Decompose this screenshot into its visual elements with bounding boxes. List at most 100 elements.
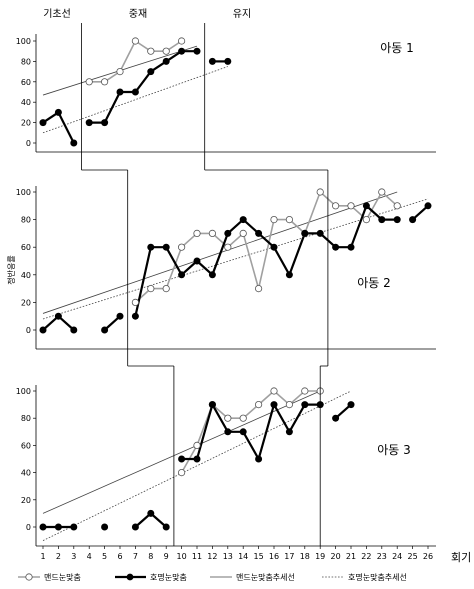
mand-point	[162, 284, 170, 293]
legend: 맨드눈맞춤 호명눈맞춤 맨드눈맞춤추세선 호명눈맞춤추세선	[18, 572, 407, 582]
call-point	[147, 243, 155, 251]
call-point	[131, 88, 139, 96]
y-tick-label: 100	[16, 188, 31, 197]
call-point	[54, 523, 62, 531]
child-label: 아동 3	[377, 443, 411, 457]
x-tick-label: 10	[177, 552, 187, 561]
legend-call-trend-label: 호명눈맞춤추세선	[348, 572, 407, 582]
child-label: 아동 1	[380, 41, 414, 55]
y-tick-label: 40	[21, 469, 31, 478]
y-tick-label: 0	[26, 326, 31, 335]
x-tick-label: 26	[423, 552, 433, 561]
x-tick-label: 13	[223, 552, 233, 561]
x-tick-label: 25	[408, 552, 418, 561]
legend-call-label: 호명눈맞춤	[150, 572, 187, 582]
call-point	[332, 414, 340, 422]
call-point	[116, 312, 124, 320]
panel-child-2: 0 20 40 60 80 100 아동 2	[16, 186, 436, 350]
panel-child-1: 0 20 40 60 80 100 아동 1	[16, 34, 436, 153]
call-point	[255, 455, 263, 463]
x-tick-label: 9	[164, 552, 169, 561]
mand-point	[301, 387, 309, 395]
call-point	[162, 57, 170, 65]
legend-call-marker	[126, 573, 134, 581]
mand-point	[116, 68, 124, 76]
x-tick-label: 7	[133, 552, 138, 561]
call-point	[316, 229, 324, 237]
mand-point	[316, 188, 324, 196]
child-label: 아동 2	[357, 276, 391, 290]
call-series-line	[89, 50, 197, 124]
phase-label-maintenance: 유지	[233, 8, 251, 20]
x-tick-label: 8	[148, 552, 153, 561]
call-series-line	[134, 203, 398, 317]
call-point	[193, 257, 201, 265]
y-tick-label: 80	[21, 57, 31, 66]
call-point	[270, 401, 278, 409]
y-tick-label: 40	[21, 98, 31, 107]
call-point	[193, 47, 201, 55]
mand-point	[270, 387, 278, 395]
y-tick-label: 80	[21, 216, 31, 225]
call-series-line	[42, 110, 75, 144]
mand-point	[239, 229, 247, 237]
y-tick-label: 40	[21, 271, 31, 280]
call-point	[193, 455, 201, 463]
mand-point	[208, 229, 216, 237]
mand-point	[178, 37, 186, 45]
panels: 0 20 40 60 80 100 아동 1 0 20 40 60 80 100 아동 2 0 20 40 60 8…	[16, 34, 436, 547]
call-point	[301, 401, 309, 409]
x-axis: 1 2 3 4 5 6 7 8 9 10 11 12 13 14 15 16 17 18 19 20 21 22 23 24 2…	[40, 546, 433, 561]
y-axis-label: 정반응률	[6, 255, 16, 284]
call-point	[101, 119, 109, 127]
mand-point	[270, 216, 278, 224]
call-point	[409, 216, 417, 224]
call-point	[362, 202, 370, 210]
call-point	[101, 523, 109, 531]
mand-point	[362, 216, 370, 224]
call-point	[424, 202, 432, 210]
call-point	[332, 243, 340, 251]
mand-point	[193, 441, 201, 449]
call-point	[224, 229, 232, 237]
x-tick-label: 16	[269, 552, 279, 561]
call-point	[208, 57, 216, 65]
mand-point	[85, 78, 93, 86]
mand-point	[131, 37, 139, 45]
x-tick-label: 6	[117, 552, 122, 561]
call-point	[378, 216, 386, 224]
mand-point	[224, 243, 232, 251]
mand-point	[131, 298, 139, 306]
y-tick-label: 20	[21, 298, 31, 307]
call-point	[301, 229, 309, 237]
call-point	[70, 139, 78, 147]
mand-point	[178, 468, 186, 477]
y-tick-label: 60	[21, 441, 31, 450]
call-point	[178, 455, 186, 463]
mand-point	[285, 216, 293, 224]
call-point	[85, 119, 93, 127]
legend-mand-label: 맨드눈맞춤	[44, 572, 81, 582]
x-tick-label: 12	[207, 552, 217, 561]
mand-series-line	[180, 389, 321, 473]
y-tick-label: 100	[16, 387, 31, 396]
x-tick-label: 4	[87, 552, 92, 561]
x-axis-label: 회기	[451, 551, 471, 564]
call-point	[101, 326, 109, 334]
call-point	[70, 523, 78, 531]
call-point	[162, 523, 170, 531]
y-tick-label: 0	[26, 139, 31, 148]
y-tick-label: 20	[21, 119, 31, 128]
call-point	[239, 428, 247, 436]
mand-trend-line	[42, 390, 321, 514]
x-tick-label: 24	[392, 552, 402, 561]
call-point	[255, 229, 263, 237]
x-tick-label: 3	[71, 552, 76, 561]
call-point	[224, 428, 232, 436]
call-point	[147, 68, 155, 76]
call-point	[239, 216, 247, 224]
call-point	[178, 47, 186, 55]
x-tick-label: 21	[346, 552, 356, 561]
call-trend-line	[42, 66, 228, 134]
call-point	[131, 523, 139, 531]
